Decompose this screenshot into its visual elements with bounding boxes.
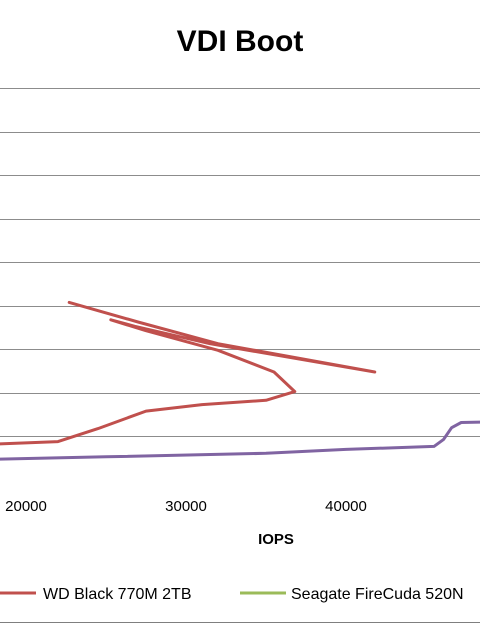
x-tick-label: 30000 [165,498,207,515]
series-layer [0,300,480,461]
legend-label: Seagate FireCuda 520N [291,586,464,603]
chart-title: VDI Boot [177,25,304,58]
x-tick-label: 20000 [5,498,47,515]
series-line-3 [0,420,480,461]
legend-label: WD Black 770M 2TB [43,586,191,603]
x-axis-title: IOPS [258,531,294,548]
x-tick-label: 40000 [325,498,367,515]
legend: WD Black 770M 2TB Seagate FireCuda 520N [0,586,464,603]
x-tick-labels: 20000 30000 40000 [5,498,367,515]
series-line-1 [0,300,377,446]
